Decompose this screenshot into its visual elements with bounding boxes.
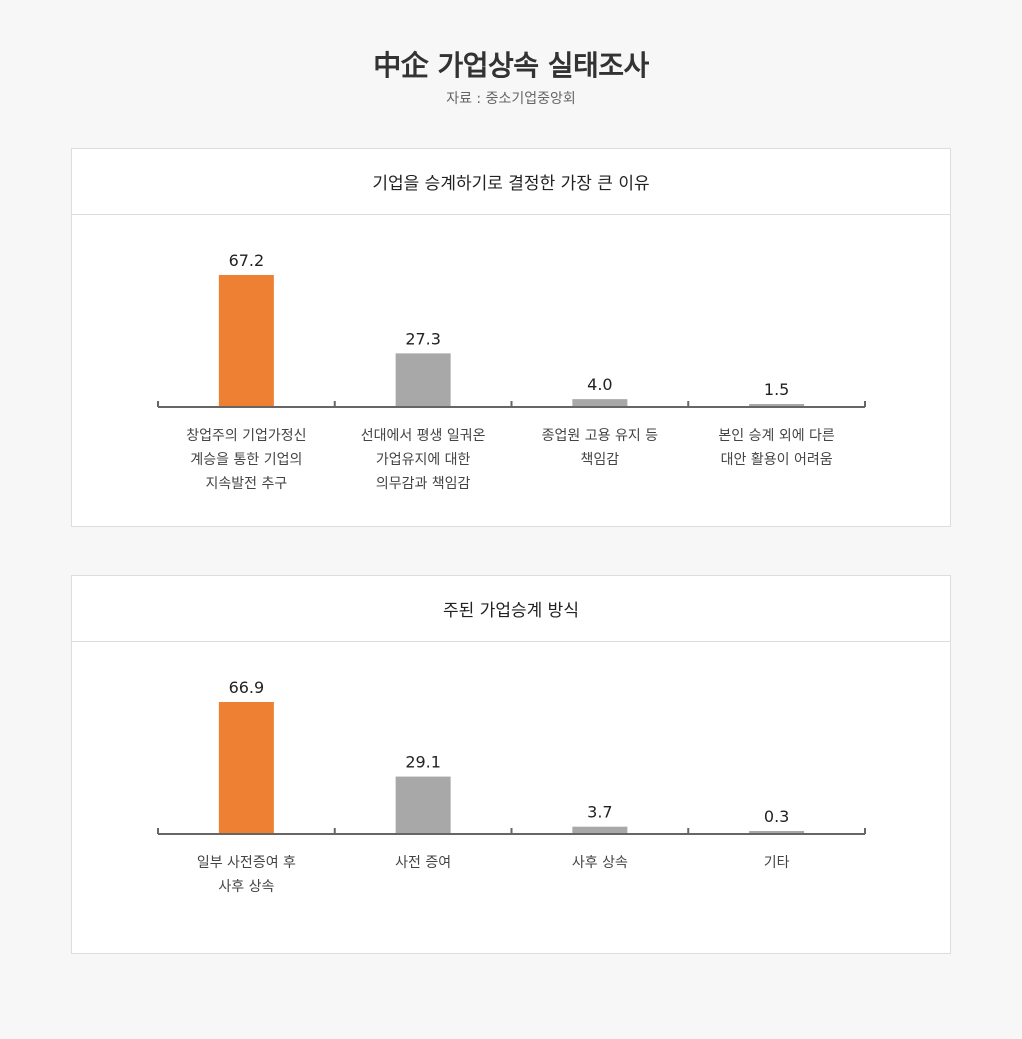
category-label: 지속발전 추구 <box>206 476 288 492</box>
bar <box>749 831 805 834</box>
bar <box>218 275 274 407</box>
chart-title: 주된 가업승계 방식 <box>72 576 950 642</box>
bar <box>749 404 805 407</box>
bar-value-label: 4.0 <box>587 375 612 394</box>
bar-value-label: 66.9 <box>229 678 265 697</box>
category-label: 대안 활용이 어려움 <box>721 452 833 468</box>
page-source: 자료 : 중소기업중앙회 <box>446 91 576 107</box>
category-label: 종업원 고용 유지 등 <box>542 428 659 444</box>
bar <box>395 776 451 834</box>
category-label: 선대에서 평생 일궈온 <box>361 428 486 444</box>
bar-value-label: 29.1 <box>405 753 441 772</box>
page-title: 中企 가업상속 실태조사 <box>373 49 649 82</box>
bar <box>572 399 628 407</box>
category-label: 의무감과 책임감 <box>376 476 471 492</box>
bar-value-label: 0.3 <box>764 807 789 826</box>
category-label: 계승을 통한 기업의 <box>190 452 302 468</box>
category-label: 사후 상속 <box>572 855 628 871</box>
category-label: 사전 증여 <box>395 855 451 871</box>
chart-panel-methods: 주된 가업승계 방식 66.9 일부 사전증여 후 사후 상속 29.1 사전 증여 3.… <box>71 575 951 954</box>
chart-title: 기업을 승계하기로 결정한 가장 큰 이유 <box>72 149 950 215</box>
bar-value-label: 27.3 <box>405 329 441 348</box>
bar <box>218 702 274 834</box>
category-label: 기타 <box>764 855 790 871</box>
bar-value-label: 3.7 <box>587 803 612 822</box>
category-label: 책임감 <box>581 452 620 468</box>
bar-value-label: 1.5 <box>764 380 789 399</box>
category-label: 사후 상속 <box>218 879 274 895</box>
category-label: 가업유지에 대한 <box>376 452 471 468</box>
category-label: 일부 사전증여 후 <box>197 855 296 871</box>
bar <box>395 353 451 407</box>
bar-value-label: 67.2 <box>229 251 265 270</box>
category-label: 창업주의 기업가정신 <box>186 428 306 444</box>
bar <box>572 826 628 834</box>
category-label: 본인 승계 외에 다른 <box>718 428 835 444</box>
